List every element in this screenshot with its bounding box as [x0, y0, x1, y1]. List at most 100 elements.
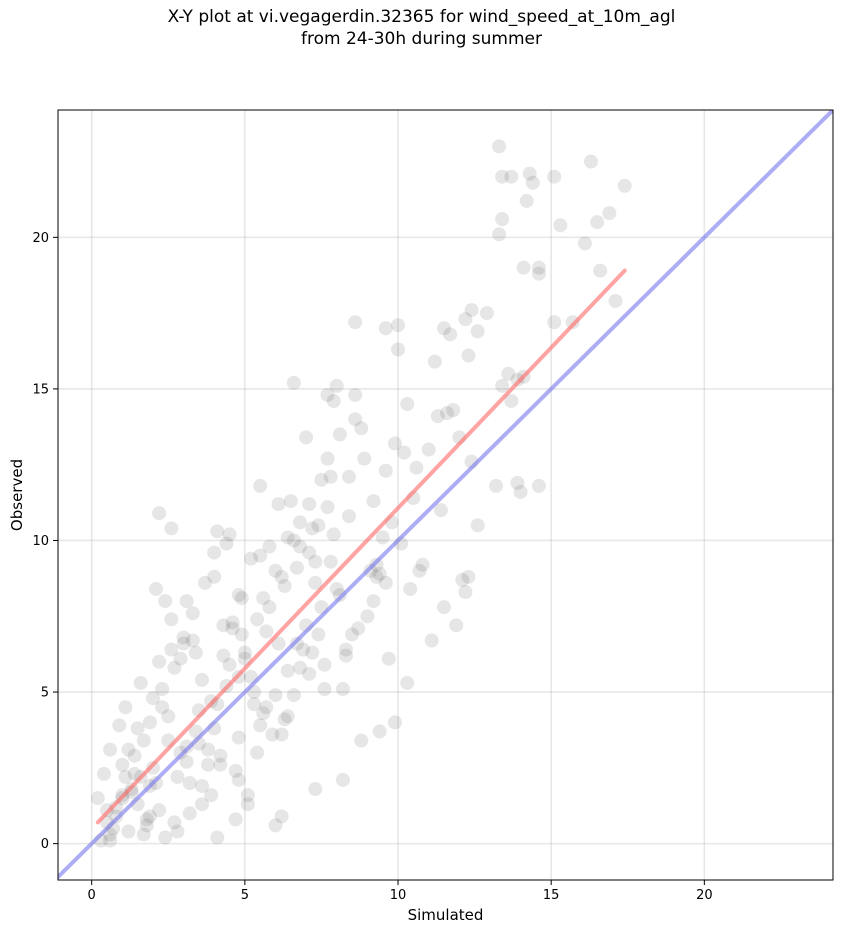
- data-point: [323, 469, 338, 484]
- data-point: [259, 700, 274, 715]
- data-point: [167, 815, 182, 830]
- x-tick-label: 0: [88, 888, 96, 903]
- data-point: [378, 575, 393, 590]
- data-point: [109, 809, 124, 824]
- data-point: [185, 633, 200, 648]
- data-point: [455, 572, 470, 587]
- data-point: [240, 797, 255, 812]
- data-point: [292, 539, 307, 554]
- data-point: [173, 651, 188, 666]
- data-point: [461, 569, 476, 584]
- data-point: [222, 657, 237, 672]
- data-point: [305, 521, 320, 536]
- data-point: [228, 812, 243, 827]
- data-point: [357, 451, 372, 466]
- data-point: [492, 227, 507, 242]
- y-tick-label: 15: [32, 382, 49, 397]
- data-point: [510, 372, 525, 387]
- data-point: [590, 215, 605, 230]
- data-point: [280, 530, 295, 545]
- data-point: [277, 712, 292, 727]
- data-point: [489, 478, 504, 493]
- data-point: [253, 478, 268, 493]
- data-point: [268, 563, 283, 578]
- data-point: [397, 445, 412, 460]
- data-point: [525, 175, 540, 190]
- data-point: [164, 612, 179, 627]
- x-tick-label: 5: [241, 888, 249, 903]
- data-point: [292, 660, 307, 675]
- data-point: [332, 588, 347, 603]
- data-point: [608, 293, 623, 308]
- data-point: [274, 569, 289, 584]
- data-point: [470, 324, 485, 339]
- data-point: [173, 745, 188, 760]
- data-point: [461, 348, 476, 363]
- data-point: [495, 378, 510, 393]
- data-point: [387, 715, 402, 730]
- data-point: [409, 460, 424, 475]
- data-point: [289, 636, 304, 651]
- data-point: [274, 809, 289, 824]
- data-point: [139, 818, 154, 833]
- data-point: [436, 321, 451, 336]
- data-point: [152, 506, 167, 521]
- data-point: [194, 672, 209, 687]
- data-point: [155, 682, 170, 697]
- y-tick-label: 5: [41, 686, 49, 701]
- data-point: [516, 260, 531, 275]
- data-point: [265, 727, 280, 742]
- data-point: [519, 193, 534, 208]
- x-tick-label: 10: [390, 888, 407, 903]
- data-point: [427, 354, 442, 369]
- data-point: [522, 166, 537, 181]
- data-point: [167, 660, 182, 675]
- data-point: [136, 733, 151, 748]
- data-point: [262, 539, 277, 554]
- data-point: [271, 636, 286, 651]
- data-point: [342, 509, 357, 524]
- data-point: [240, 788, 255, 803]
- data-point: [286, 688, 301, 703]
- data-point: [185, 606, 200, 621]
- data-point: [458, 585, 473, 600]
- data-point: [443, 327, 458, 342]
- chart-title-line-2: from 24-30h during summer: [301, 29, 542, 49]
- data-point: [299, 430, 314, 445]
- data-point: [182, 806, 197, 821]
- data-point: [231, 588, 246, 603]
- data-point: [366, 494, 381, 509]
- data-point: [421, 442, 436, 457]
- data-point: [354, 421, 369, 436]
- data-point: [207, 545, 222, 560]
- data-point: [449, 618, 464, 633]
- data-point: [118, 769, 133, 784]
- data-point: [464, 303, 479, 318]
- data-point: [213, 748, 228, 763]
- data-point: [280, 663, 295, 678]
- data-point: [145, 691, 160, 706]
- data-point: [360, 609, 375, 624]
- data-point: [179, 594, 194, 609]
- data-point: [170, 824, 185, 839]
- data-point: [142, 715, 157, 730]
- data-point: [158, 830, 173, 845]
- data-point: [320, 500, 335, 515]
- data-point: [531, 260, 546, 275]
- data-point: [378, 321, 393, 336]
- regression-line: [95, 268, 627, 825]
- data-point: [210, 524, 225, 539]
- data-point: [329, 581, 344, 596]
- data-point: [118, 700, 133, 715]
- data-point: [210, 830, 225, 845]
- data-point: [109, 800, 124, 815]
- data-point: [342, 469, 357, 484]
- data-point: [504, 394, 519, 409]
- data-point: [201, 742, 216, 757]
- data-point: [345, 627, 360, 642]
- data-point: [433, 503, 448, 518]
- data-point: [164, 521, 179, 536]
- data-point: [584, 154, 599, 169]
- data-point: [234, 591, 249, 606]
- data-point: [332, 427, 347, 442]
